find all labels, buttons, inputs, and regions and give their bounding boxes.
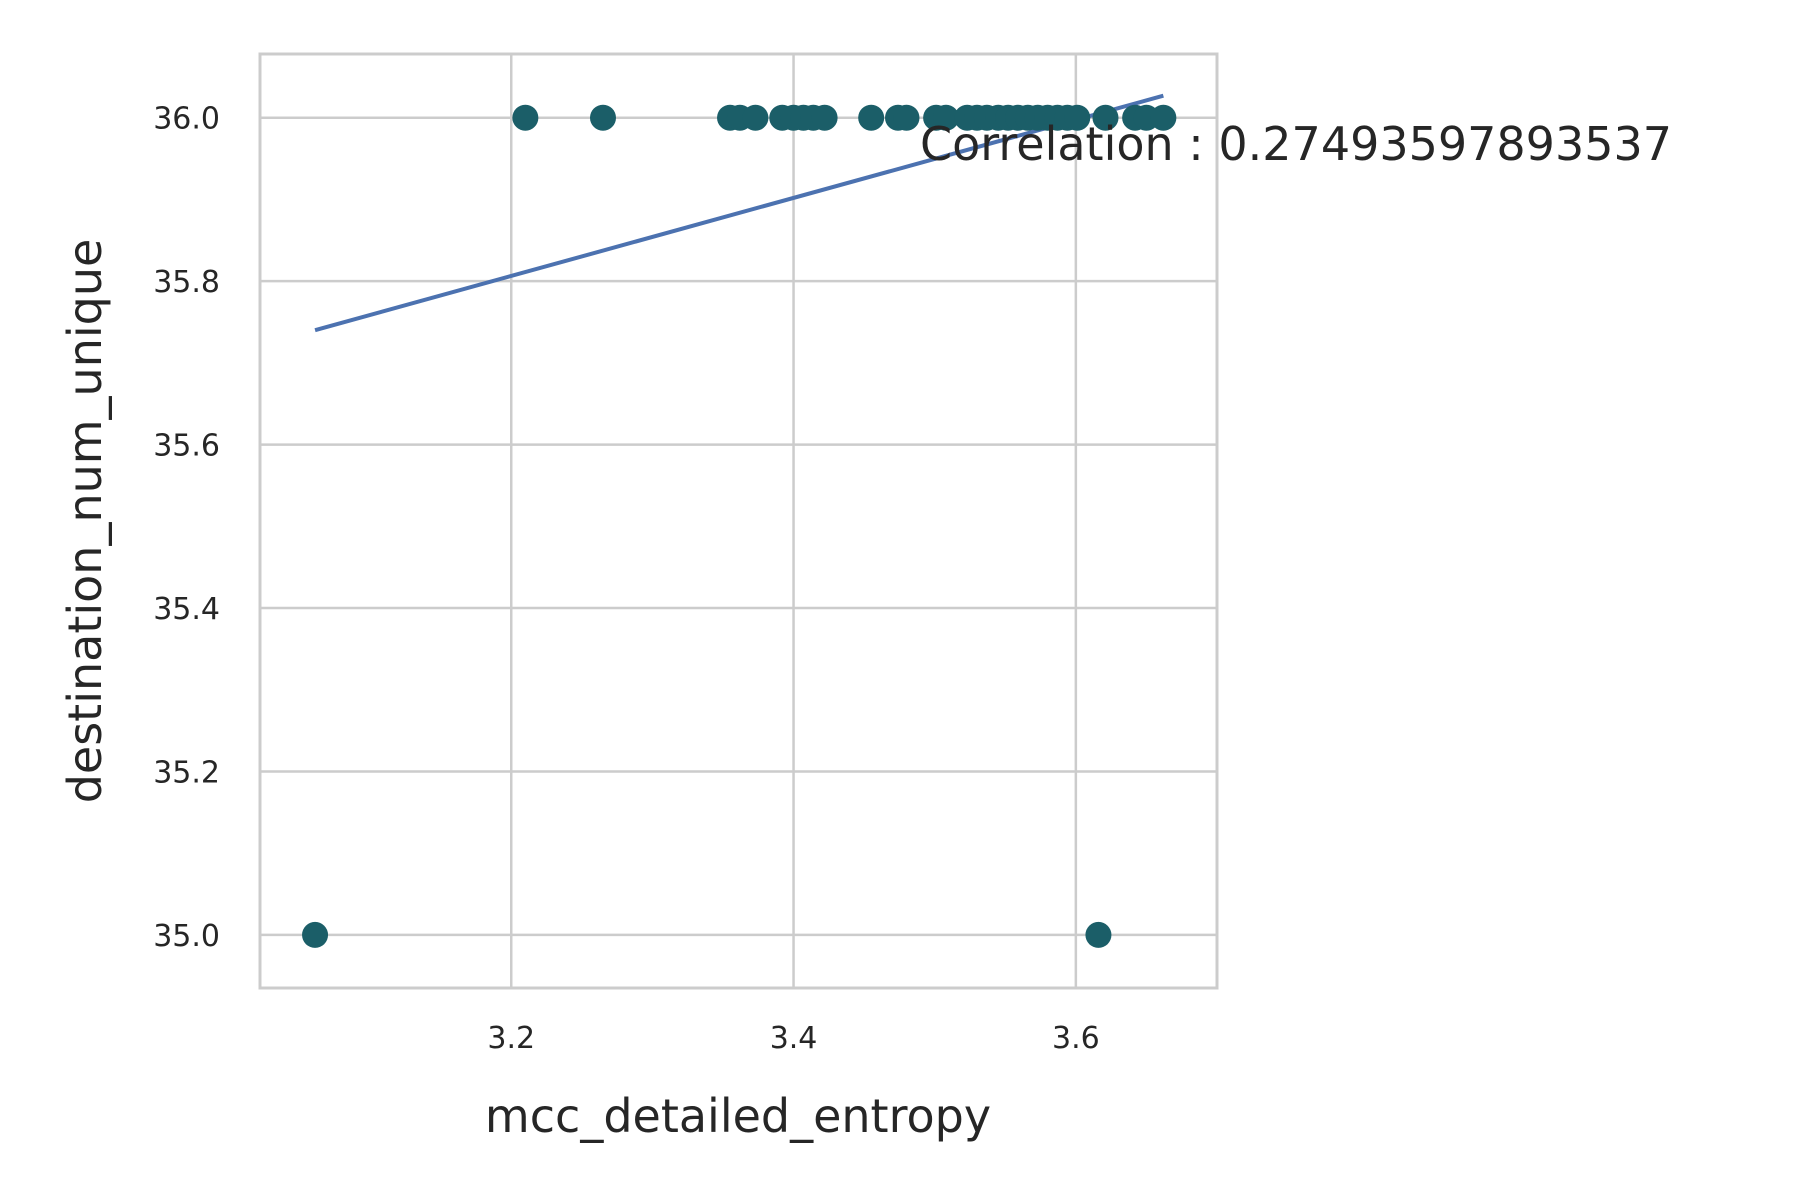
y-axis-label: destination_num_unique: [58, 239, 112, 804]
y-tick-label: 36.0: [153, 102, 220, 137]
data-point: [742, 104, 769, 131]
y-tick-label: 35.8: [153, 265, 220, 300]
x-tick-labels: 3.2 3.4 3.6: [487, 1021, 1099, 1056]
y-tick-labels: 35.0 35.2 35.4 35.6 35.8 36.0: [153, 102, 220, 954]
y-tick-label: 35.0: [153, 919, 220, 954]
plot-frame: [258, 52, 1219, 990]
trendline-layer: [314, 93, 1164, 333]
x-tick-label: 3.4: [770, 1021, 818, 1056]
data-point: [1092, 104, 1119, 131]
data-point: [811, 104, 838, 131]
data-point: [932, 104, 959, 131]
correlation-annotation: Correlation : 0.27493597893537: [920, 117, 1672, 171]
grid: [260, 54, 1217, 988]
data-point: [1064, 104, 1091, 131]
x-tick-label: 3.2: [487, 1021, 535, 1056]
data-point: [1085, 921, 1112, 948]
x-axis-label: mcc_detailed_entropy: [485, 1089, 991, 1143]
data-point: [302, 921, 329, 948]
y-tick-label: 35.2: [153, 755, 220, 790]
data-point: [893, 104, 920, 131]
data-point: [1150, 104, 1177, 131]
points-layer: [302, 104, 1177, 948]
data-point: [512, 104, 539, 131]
data-point: [858, 104, 885, 131]
y-tick-label: 35.4: [153, 592, 220, 627]
trend-line: [314, 93, 1164, 333]
x-tick-label: 3.6: [1052, 1021, 1100, 1056]
y-tick-label: 35.6: [153, 429, 220, 464]
data-point: [589, 104, 616, 131]
